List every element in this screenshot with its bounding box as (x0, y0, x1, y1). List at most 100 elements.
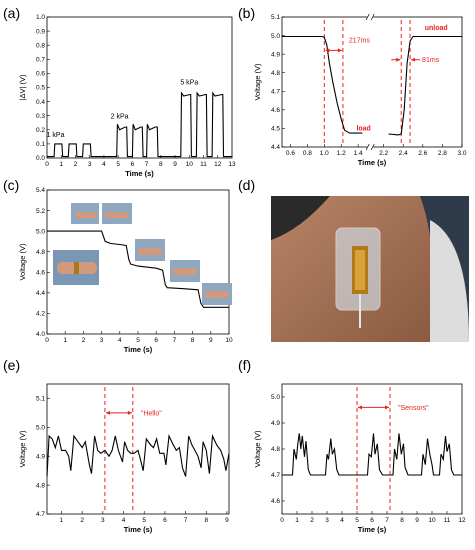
y-tick-label: 0.0 (36, 155, 45, 162)
panel-label-e: (e) (3, 357, 20, 373)
y-tick-label: 0.3 (36, 113, 45, 120)
x-tick-label: 2.6 (418, 150, 427, 157)
axis-break-mark (365, 143, 370, 151)
wrist-photo-3 (53, 250, 99, 285)
y-axis-label: Voltage (V) (253, 63, 262, 101)
panel-label-f: (f) (238, 357, 251, 373)
x-tick-label: 0.6 (286, 150, 295, 157)
x-tick-label: 0.8 (303, 150, 312, 157)
y-tick-label: 4.6 (36, 269, 45, 276)
x-tick-label: 0 (45, 337, 49, 344)
word-label: "Sensors" (398, 405, 429, 412)
y-tick-label: 0.5 (36, 85, 45, 92)
x-axis-label: Time (s) (124, 525, 153, 534)
pressure-label: 1 kPa (47, 132, 65, 139)
y-tick-label: 5.0 (271, 394, 280, 401)
wrist-photo-6 (202, 283, 232, 305)
x-tick-label: 6 (370, 517, 374, 524)
y-axis-label: |ΔV| (V) (18, 74, 27, 100)
x-tick-label: 5 (355, 517, 359, 524)
x-tick-label: 2.4 (399, 150, 408, 157)
wrist-photo-4 (135, 239, 165, 261)
y-tick-label: 4.7 (271, 472, 280, 479)
chart-a: 0.00.10.20.30.40.50.60.70.80.91.00 1 2 3 4 5 6… (18, 14, 236, 178)
series-line (282, 35, 363, 134)
y-tick-label: 4.8 (36, 249, 45, 256)
x-tick-label: 4 (122, 517, 126, 524)
pressure-label: 5 kPa (180, 80, 198, 87)
y-tick-label: 4.9 (271, 51, 280, 58)
x-tick-label: 8 (204, 517, 208, 524)
x-tick-label: 2 (74, 161, 78, 168)
plot-frame (46, 383, 230, 515)
x-axis-label: Time (s) (125, 169, 154, 178)
x-tick-label: 8 (400, 517, 404, 524)
x-tick-label: 5 (142, 517, 146, 524)
x-tick-label: 10 (225, 337, 233, 344)
wrist-photos (53, 203, 232, 305)
y-tick-label: 4.8 (271, 446, 280, 453)
y-tick-label: 4.2 (36, 311, 45, 318)
chart-b: 4.4 4.5 4.6 4.7 4.8 4.9 5.0 5.1 Time (s) Voltage … (253, 13, 467, 167)
x-tick-label: 9 (209, 337, 213, 344)
y-tick-label: 5.0 (36, 228, 45, 235)
panel-label-a: (a) (3, 5, 20, 21)
y-tick-label: 0.2 (36, 127, 45, 134)
x-tick-label: 5 (116, 161, 120, 168)
y-tick-label: 0.6 (36, 71, 45, 78)
x-tick-label: 11 (444, 517, 451, 524)
neck-sensor-photo (271, 196, 469, 342)
series-line (282, 433, 462, 476)
arrowhead (411, 57, 416, 62)
y-axis-label: Voltage (V) (18, 243, 27, 281)
panel-label-d: (d) (238, 177, 255, 193)
y-tick-label: 0.4 (36, 99, 45, 106)
x-tick-label: 10 (428, 517, 436, 524)
x-tick-label: 0 (45, 161, 49, 168)
y-tick-label: 4.6 (271, 107, 280, 114)
x-axis-label: Time (s) (124, 345, 153, 354)
x-tick-label: 0 (280, 517, 284, 524)
y-tick-label: 5.1 (36, 396, 45, 403)
y-axis-label: Voltage (V) (18, 430, 27, 468)
chart-c: 4.0 4.2 4.4 4.6 4.8 5.0 5.2 5.4 0 1 2 3 4 5 6 7 8 9 10 Time… (18, 187, 233, 354)
x-tick-label: 1 (63, 337, 67, 344)
x-tick-label: 9 (415, 517, 419, 524)
y-tick-label: 5.4 (36, 187, 45, 194)
y-tick-label: 5.0 (36, 425, 45, 432)
x-tick-label: 11 (200, 161, 207, 168)
y-tick-label: 4.7 (271, 88, 280, 95)
series-line (47, 91, 232, 158)
y-tick-label: 4.4 (271, 144, 280, 151)
wrist-photo-2 (102, 203, 132, 224)
x-tick-label: 5 (136, 337, 140, 344)
axis-break-mark (370, 13, 375, 21)
y-tick-label: 4.9 (36, 453, 45, 460)
x-tick-label: 7 (173, 337, 177, 344)
x-tick-label: 1 (60, 517, 64, 524)
arrowhead (358, 405, 362, 410)
series-line (47, 230, 229, 308)
y-tick-label: 0.8 (36, 42, 45, 49)
y-tick-label: 4.9 (271, 420, 280, 427)
x-tick-label: 8 (159, 161, 163, 168)
x-tick-label: 3 (100, 337, 104, 344)
x-axis-label: Time (s) (358, 525, 387, 534)
x-tick-label: 13 (228, 161, 236, 168)
x-tick-label: 2.8 (438, 150, 447, 157)
y-tick-label: 5.0 (271, 33, 280, 40)
x-tick-label: 7 (184, 517, 188, 524)
x-tick-label: 7 (145, 161, 149, 168)
x-axis-label: Time (s) (358, 158, 387, 167)
series-line (388, 35, 462, 136)
y-tick-label: 4.0 (36, 331, 45, 338)
x-tick-label: 8 (191, 337, 195, 344)
y-tick-label: 4.5 (271, 126, 280, 133)
x-tick-label: 4 (118, 337, 122, 344)
axis-break-mark (370, 143, 375, 151)
arrowhead (337, 48, 342, 53)
y-tick-label: 4.6 (271, 498, 280, 505)
recovery-time-label: 81ms (422, 57, 440, 64)
y-tick-label: 4.8 (36, 482, 45, 489)
